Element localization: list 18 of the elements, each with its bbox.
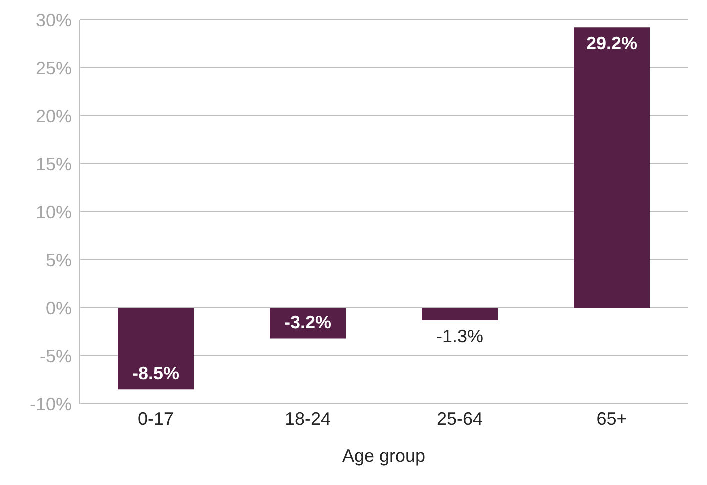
data-label: -3.2% [284,312,332,333]
y-tick-label: -10% [30,394,72,414]
x-tick-label: 0-17 [138,408,174,429]
y-tick-label: -5% [40,346,72,366]
y-tick-label: 30% [36,10,72,30]
y-tick-label: 10% [36,202,72,222]
x-tick-label: 25-64 [436,408,484,429]
data-label: -1.3% [436,326,484,346]
x-axis-title: Age group [342,446,426,466]
y-tick-label: 0% [46,298,72,318]
y-tick-label: 5% [46,250,72,270]
data-label: -8.5% [132,364,180,384]
x-tick-label: 65+ [596,408,628,429]
x-tick-label: 18-24 [284,408,332,429]
y-tick-label: 20% [36,106,72,126]
data-label: 29.2% [586,34,638,54]
y-tick-label: 15% [36,154,72,174]
y-tick-label: 25% [36,58,72,78]
